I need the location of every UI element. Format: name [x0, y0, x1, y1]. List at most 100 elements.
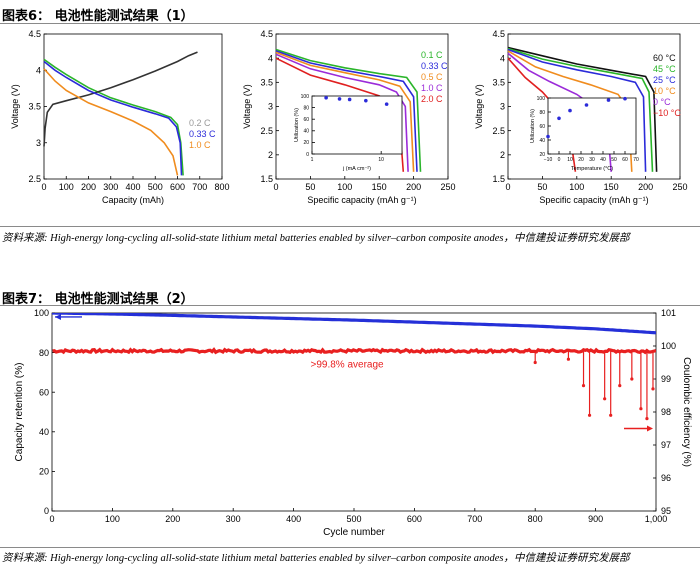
chart4-y2-axis-label: Coulombic efficiency (%)	[681, 357, 692, 467]
chart2-legend-entry: 0.33 C	[421, 61, 448, 71]
chart4-x-tick-label: 200	[165, 514, 180, 524]
figure7-bottom-rule	[0, 547, 700, 548]
chart1-series-line	[43, 68, 179, 176]
chart3-legend-entry: 60 °C	[653, 53, 676, 63]
figure7-title: 图表7： 电池性能测试结果（2）	[2, 292, 194, 307]
chart2-inset-point	[337, 97, 342, 101]
figure7-source: 资料来源: High-energy long-cycling all-solid…	[2, 553, 630, 564]
chart3-series-line	[507, 47, 654, 172]
chart3-y-tick-label: 2	[500, 150, 505, 160]
chart2-inset-x-tick-label: 10	[378, 157, 384, 163]
chart3-y-tick-label: 1.5	[492, 174, 505, 184]
chart4-coulombic-efficiency-line	[52, 347, 656, 355]
chart4-x-tick-label: 0	[49, 514, 54, 524]
chart4-y-tick-label: 60	[39, 387, 49, 397]
chart1-y-tick-label: 4	[36, 65, 41, 75]
chart4-y2-tick-label: 99	[661, 374, 671, 384]
chart3-inset-y-tick-label: 80	[539, 110, 545, 116]
chart2-y-tick-label: 2	[268, 150, 273, 160]
chart2-inset-y-tick-label: 20	[303, 140, 309, 146]
figure6-source: 资料来源: High-energy long-cycling all-solid…	[2, 233, 630, 244]
chart2-series-line	[275, 48, 422, 172]
chart4-efficiency-dip-point	[581, 384, 586, 388]
chart4-y-tick-label: 20	[39, 467, 49, 477]
chart1-x-tick-label: 600	[170, 182, 185, 192]
chart2-series-line	[275, 53, 409, 172]
chart1-y-tick-label: 4.5	[28, 29, 41, 39]
chart4-y2-tick-label: 98	[661, 407, 671, 417]
chart3-inset-x-tick-label: 70	[633, 157, 639, 163]
chart1-x-tick-label: 0	[41, 182, 46, 192]
chart2-inset-point	[384, 102, 389, 106]
chart2-inset-y-tick-label: 60	[303, 117, 309, 123]
chart3-y-tick-label: 3.5	[492, 77, 505, 87]
chart3-x-tick-label: 50	[537, 182, 547, 192]
chart2-inset-x-tick-label: 1	[311, 157, 314, 163]
chart3-x-tick-label: 200	[638, 182, 653, 192]
chart3-y-tick-label: 2.5	[492, 126, 505, 136]
figure6-title: 图表6： 电池性能测试结果（1）	[2, 9, 194, 24]
chart3-inset-point	[606, 98, 611, 102]
chart3-inset-x-axis-label: Temperature (°C)	[571, 166, 613, 172]
chart1-series-line	[43, 58, 184, 176]
chart3-x-tick-label: 250	[672, 182, 687, 192]
chart2-x-tick-label: 0	[273, 182, 278, 192]
chart1-x-axis-label: Capacity (mAh)	[102, 195, 164, 205]
chart4-x-tick-label: 100	[105, 514, 120, 524]
chart4-efficiency-dip-point	[618, 384, 622, 388]
chart2-y-tick-label: 4.5	[260, 29, 273, 39]
chart3-inset-point	[568, 108, 572, 113]
chart4-efficiency-dip-point	[639, 407, 643, 411]
chart3-y-axis-label: Voltage (V)	[474, 84, 484, 129]
chart2-inset-y-tick-label: 100	[301, 94, 310, 100]
chart4-x-tick-label: 400	[286, 514, 301, 524]
chart3-inset-point	[557, 116, 561, 121]
chart3-inset-y-tick-label: 40	[539, 138, 545, 144]
chart4-efficiency-dip-point	[566, 357, 571, 361]
chart2-y-tick-label: 2.5	[260, 126, 273, 136]
chart2-x-tick-label: 250	[440, 182, 455, 192]
chart4-x-tick-label: 500	[346, 514, 361, 524]
chart3-legend-entry: 0 °C	[653, 97, 671, 107]
chart1-x-tick-label: 700	[192, 182, 207, 192]
chart3-legend-entry: −10 °C	[653, 108, 681, 118]
chart4-y-axis-label: Capacity retention (%)	[14, 363, 25, 462]
chart4-y2-tick-label: 97	[661, 440, 671, 450]
chart1-y-tick-label: 2.5	[28, 174, 41, 184]
chart1-x-tick-label: 800	[214, 182, 229, 192]
chart3-inset-y-tick-label: 20	[539, 152, 545, 158]
chart4-y2-tick-label: 95	[661, 506, 671, 516]
chart4-capacity-retention-line	[52, 313, 656, 335]
chart3-inset-x-tick-label: 0	[558, 157, 561, 163]
chart1-y-tick-label: 3	[36, 138, 41, 148]
chart3-x-axis-label: Specific capacity (mAh g⁻¹)	[539, 195, 648, 205]
chart3-inset-background	[548, 98, 636, 154]
chart1-x-tick-label: 100	[59, 182, 74, 192]
figure7-top-rule	[0, 305, 700, 306]
chart3-inset-x-tick-label: 10	[567, 157, 573, 163]
chart2-y-tick-label: 3.5	[260, 77, 273, 87]
chart4-efficiency-dip-point	[533, 360, 537, 365]
chart4-efficiency-dip-point	[609, 413, 613, 417]
chart2-inset-x-axis-label: j (mA cm⁻²)	[342, 166, 371, 172]
chart2-inset-point	[364, 98, 368, 103]
chart4-y2-tick-label: 96	[661, 473, 671, 483]
chart2-inset-y-tick-label: 0	[306, 152, 309, 158]
chart3-legend-entry: 25 °C	[653, 75, 676, 85]
chart3-inset-point	[623, 96, 627, 101]
chart3-inset-y-axis-label: Utilization (%)	[530, 109, 536, 143]
chart3-inset-x-tick-label: 40	[600, 157, 606, 163]
chart1-legend-entry: 0.2 C	[189, 118, 211, 128]
chart4-x-tick-label: 900	[588, 514, 603, 524]
chart3-series-line	[507, 48, 647, 172]
chart2-x-tick-label: 150	[372, 182, 387, 192]
chart4-x-tick-label: 300	[226, 514, 241, 524]
chart2-x-tick-label: 100	[337, 182, 352, 192]
chart2-legend-entry: 0.5 C	[421, 72, 443, 82]
chart2-inset-point	[347, 97, 352, 102]
chart4-y-tick-label: 40	[39, 427, 49, 437]
chart1-series-line	[43, 60, 183, 176]
chart2-y-tick-label: 1.5	[260, 174, 273, 184]
chart2-y-tick-label: 3	[268, 102, 273, 112]
